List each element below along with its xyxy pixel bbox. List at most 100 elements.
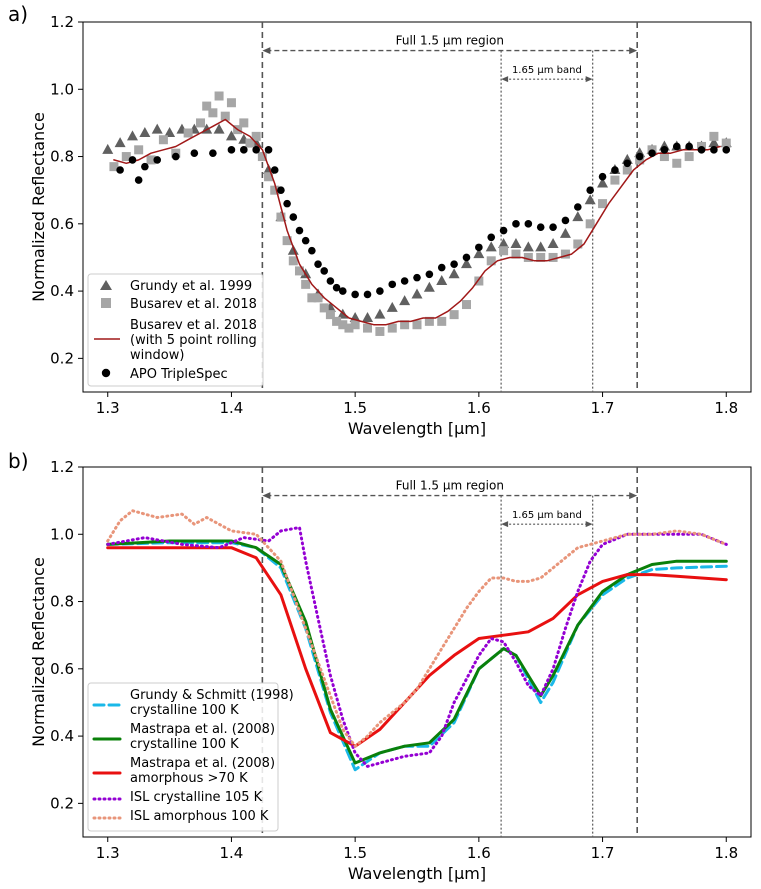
point-busarev-et-al-2018	[350, 320, 360, 330]
point-grundy-et-al-1999	[411, 288, 423, 299]
point-busarev-et-al-2018	[412, 320, 422, 330]
point-busarev-et-al-2018	[461, 300, 471, 310]
panel-b-label: b)	[8, 449, 29, 473]
legend-label-grundy-1999: Grundy et al. 1999	[130, 279, 252, 294]
point-apo-triplespec	[400, 277, 409, 285]
point-apo-triplespec	[277, 186, 285, 194]
point-busarev-et-al-2018	[424, 316, 434, 326]
legend-label-b: Grundy & Schmitt (1998) crystalline 100 K	[130, 688, 294, 718]
point-apo-triplespec	[264, 146, 273, 154]
point-busarev-et-al-2018	[622, 165, 632, 175]
point-busarev-et-al-2018	[276, 212, 286, 222]
point-grundy-et-al-1999	[386, 301, 398, 312]
point-grundy-et-al-1999	[164, 127, 176, 137]
point-busarev-et-al-2018	[560, 249, 570, 259]
point-busarev-et-al-2018	[684, 152, 694, 162]
point-busarev-et-al-2018	[264, 172, 274, 182]
point-apo-triplespec	[153, 156, 162, 164]
point-apo-triplespec	[289, 213, 298, 221]
point-busarev-et-al-2018	[251, 131, 261, 141]
point-busarev-et-al-2018	[257, 152, 267, 162]
full-region-arrowhead-right	[629, 47, 638, 55]
point-busarev-et-al-2018	[282, 236, 292, 246]
point-busarev-et-al-2018	[325, 310, 335, 320]
point-apo-triplespec	[611, 166, 619, 174]
point-apo-triplespec	[574, 203, 582, 211]
point-grundy-et-al-1999	[151, 123, 163, 134]
y-tick-label: 1.2	[50, 458, 74, 476]
full-region-arrowhead-right	[629, 492, 638, 500]
point-grundy-et-al-1999	[535, 241, 547, 252]
point-apo-triplespec	[697, 146, 706, 154]
panel-b: b) 1.3 1.4 1.5 1.6 1.7 1.8 0.2 0.4 0.6 0.8 1.0 1.2…	[8, 449, 752, 883]
point-apo-triplespec	[295, 226, 304, 235]
band-arrowhead-right	[585, 76, 593, 83]
point-busarev-et-al-2018	[288, 256, 298, 266]
point-busarev-et-al-2018	[313, 293, 323, 303]
legend-label-busarev-2018: Busarev et al. 2018	[130, 297, 257, 312]
point-apo-triplespec	[512, 220, 520, 228]
point-apo-triplespec	[524, 220, 533, 228]
y-tick-label: 1.2	[50, 13, 74, 31]
point-apo-triplespec	[252, 146, 260, 154]
point-busarev-et-al-2018	[449, 310, 459, 320]
point-busarev-et-al-2018	[301, 279, 311, 289]
point-busarev-et-al-2018	[486, 256, 496, 266]
point-busarev-et-al-2018	[202, 101, 212, 111]
x-tick-label: 1.3	[96, 399, 120, 417]
point-busarev-et-al-2018	[338, 320, 348, 330]
point-apo-triplespec	[301, 236, 310, 245]
point-busarev-et-al-2018	[548, 252, 558, 262]
point-busarev-et-al-2018	[183, 128, 193, 138]
point-apo-triplespec	[487, 233, 496, 242]
series-line-mastrapa-et-al-2008-crystalline-100-k	[106, 539, 728, 765]
point-apo-triplespec	[598, 172, 607, 181]
band-arrowhead-right	[585, 521, 593, 528]
point-apo-triplespec	[413, 273, 421, 282]
point-apo-triplespec	[270, 166, 279, 174]
point-apo-triplespec	[332, 283, 341, 292]
point-grundy-et-al-1999	[126, 130, 138, 141]
panel-b-legend-box	[87, 682, 279, 832]
point-apo-triplespec	[338, 287, 347, 295]
point-busarev-et-al-2018	[214, 91, 224, 101]
legend-marker-apo-triplespec	[101, 368, 111, 378]
point-apo-triplespec	[462, 253, 471, 262]
panel-a-frame	[82, 21, 752, 393]
legend-label-b: Mastrapa et al. (2008) amorphous >70 K	[130, 756, 275, 786]
point-apo-triplespec	[190, 149, 199, 157]
point-apo-triplespec	[685, 142, 693, 151]
panel-a-xlabel: Wavelength [μm]	[348, 419, 486, 438]
point-grundy-et-al-1999	[399, 295, 411, 306]
point-busarev-et-al-2018	[363, 323, 373, 333]
point-grundy-et-al-1999	[522, 241, 534, 252]
y-tick-label: 0.4	[50, 282, 74, 300]
point-busarev-et-al-2018	[511, 249, 521, 259]
point-apo-triplespec	[227, 146, 236, 154]
series-line-mastrapa-et-al-2008-amorphous-70-k	[106, 546, 728, 748]
point-apo-triplespec	[635, 152, 644, 161]
point-apo-triplespec	[240, 146, 248, 154]
point-grundy-et-al-1999	[362, 312, 374, 322]
x-tick-label: 1.8	[714, 844, 738, 862]
panel-b-ylabel: Normalized Reflectance	[29, 557, 48, 747]
band-label: 1.65 μm band	[512, 65, 582, 76]
point-apo-triplespec	[722, 146, 731, 154]
point-apo-triplespec	[141, 162, 149, 171]
point-apo-triplespec	[660, 146, 669, 154]
y-tick-label: 1.0	[50, 80, 74, 98]
point-apo-triplespec	[549, 223, 557, 231]
point-grundy-et-al-1999	[139, 127, 151, 137]
point-apo-triplespec	[561, 216, 570, 225]
point-busarev-et-al-2018	[523, 252, 533, 262]
point-apo-triplespec	[672, 142, 681, 151]
band-label: 1.65 μm band	[512, 510, 582, 521]
legend-marker-grundy-1999	[100, 280, 112, 290]
x-tick-label: 1.7	[591, 844, 615, 862]
panel-b-frame	[82, 466, 752, 838]
point-busarev-et-al-2018	[400, 320, 410, 330]
point-busarev-et-al-2018	[134, 145, 144, 155]
point-busarev-et-al-2018	[474, 276, 484, 286]
point-busarev-et-al-2018	[709, 131, 719, 141]
